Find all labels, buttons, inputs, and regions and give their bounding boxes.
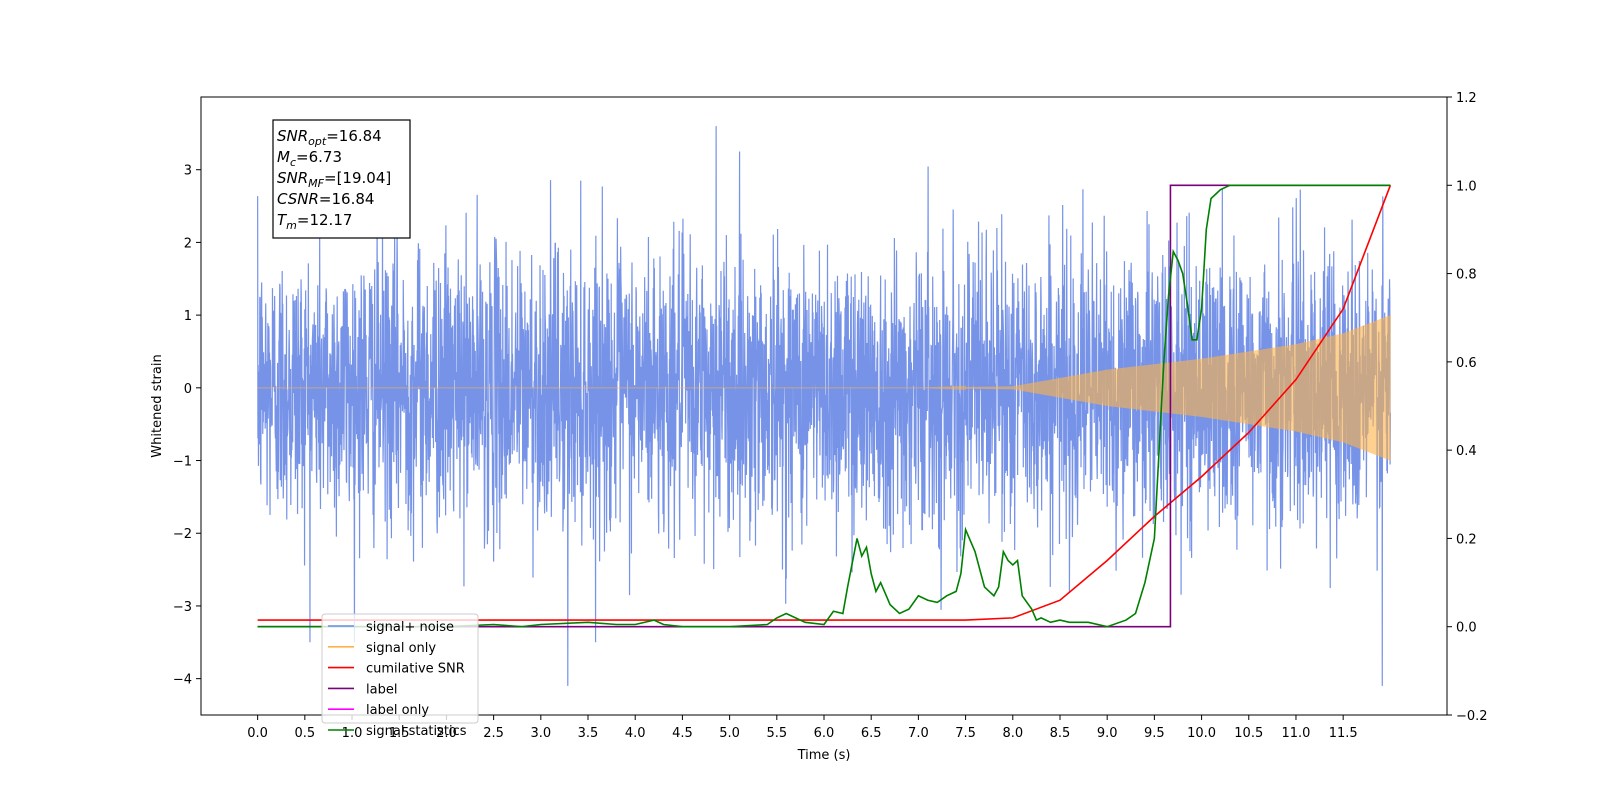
- y-axis-right: −0.2 0.0 0.2 0.4 0.6 0.8 1.0 1.2: [1447, 91, 1488, 724]
- y-tick-right-label: 0.6: [1456, 356, 1477, 371]
- legend-label: signal only: [366, 641, 436, 656]
- y-tick-right-label: 0.0: [1456, 621, 1477, 636]
- series-line: [257, 184, 1391, 628]
- series-cumilative-snr: [257, 185, 1392, 621]
- y-tick-label: −1: [173, 455, 192, 470]
- x-tick-label: 1.5: [389, 726, 410, 741]
- y-tick-label: −4: [173, 673, 192, 688]
- info-line: Tm=12.17: [277, 211, 352, 232]
- legend-label: signal+ noise: [366, 620, 454, 635]
- y-tick-label: 1: [184, 309, 192, 324]
- info-box: SNRopt=16.84Mc=6.73SNRMF=[19.04]CSNR=16.…: [272, 119, 411, 239]
- x-tick-label: 9.0: [1097, 726, 1118, 741]
- x-tick-label: 2.0: [436, 726, 457, 741]
- x-tick-label: 3.0: [530, 726, 551, 741]
- info-box-frame: [272, 119, 411, 239]
- info-line: Mc=6.73: [277, 148, 342, 169]
- x-tick-label: 7.5: [955, 726, 976, 741]
- x-axis: 0.0 0.5 1.0 1.5 2.0 2.5 3.0 3.5 4.0 4.5 5.0 5.5 6.0 6…: [247, 715, 1358, 741]
- x-tick-label: 2.5: [483, 726, 504, 741]
- series-layer: [257, 126, 1392, 686]
- x-tick-label: 3.5: [578, 726, 599, 741]
- legend-label: label only: [366, 703, 429, 718]
- x-tick-label: 11.5: [1329, 726, 1358, 741]
- x-tick-label: 7.0: [908, 726, 929, 741]
- legend-label: cumilative SNR: [366, 662, 465, 677]
- info-line: SNRopt=16.84: [277, 127, 382, 148]
- y-tick-right-label: 0.8: [1456, 268, 1477, 283]
- x-tick-label: 5.5: [766, 726, 787, 741]
- x-axis-title: Time (s): [797, 748, 851, 763]
- series-signal-statistics: [257, 184, 1391, 628]
- signal-line: [257, 315, 1391, 461]
- x-tick-label: 4.0: [625, 726, 646, 741]
- x-tick-label: 11.0: [1281, 726, 1310, 741]
- x-tick-label: 0.5: [294, 726, 315, 741]
- legend-label: label: [366, 682, 397, 697]
- x-tick-label: 6.0: [814, 726, 835, 741]
- x-tick-label: 10.0: [1187, 726, 1216, 741]
- legend-frame: [321, 613, 479, 724]
- y-tick-label: −3: [173, 600, 192, 615]
- x-tick-label: 0.0: [247, 726, 268, 741]
- x-tick-label: 8.5: [1050, 726, 1071, 741]
- y-tick-right-label: 1.2: [1456, 91, 1477, 106]
- y-tick-right-label: 1.0: [1456, 179, 1477, 194]
- x-tick-label: 9.5: [1144, 726, 1165, 741]
- x-tick-label: 5.0: [719, 726, 740, 741]
- y-axis-left: −4 −3 −2 −1 0 1 2 3: [173, 164, 201, 688]
- y-tick-label: 3: [184, 164, 192, 179]
- x-tick-label: 6.5: [861, 726, 882, 741]
- x-tick-label: 4.5: [672, 726, 693, 741]
- y-tick-right-label: −0.2: [1456, 709, 1488, 724]
- y-tick-label: 0: [184, 382, 192, 397]
- y-tick-label: 2: [184, 236, 192, 251]
- legend-label: signal statistics: [366, 724, 467, 739]
- series-line: [257, 185, 1392, 621]
- info-line: SNRMF=[19.04]: [277, 169, 391, 190]
- x-tick-label: 1.0: [342, 726, 363, 741]
- info-line: CSNR=16.84: [277, 190, 374, 208]
- x-tick-label: 10.5: [1234, 726, 1263, 741]
- series-signal-only: [257, 315, 1391, 461]
- y-tick-right-label: 0.2: [1456, 532, 1477, 547]
- y-axis-title-left: Whitened strain: [150, 354, 165, 457]
- x-tick-label: 8.0: [1002, 726, 1023, 741]
- y-tick-label: −2: [173, 527, 192, 542]
- y-tick-right-label: 0.4: [1456, 444, 1477, 459]
- legend: signal+ noise signal only cumilative SNR la…: [321, 613, 479, 739]
